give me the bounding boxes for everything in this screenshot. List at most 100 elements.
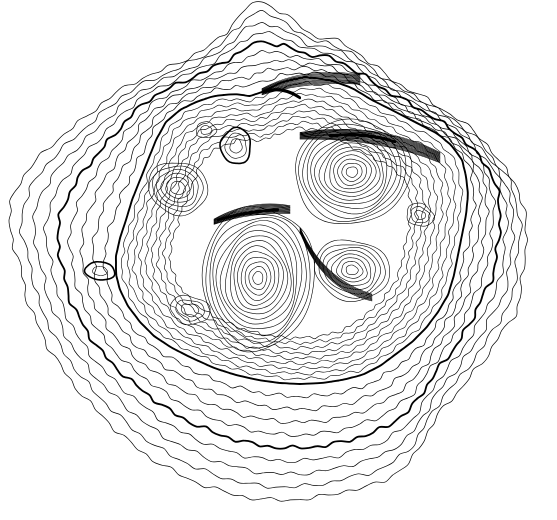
contour-line [209,217,307,343]
scarp-line [213,212,291,225]
scarp-line [299,136,441,161]
contour-line [298,123,407,223]
contour-line [168,126,413,340]
scarp-line [299,134,441,159]
scarp-line [299,130,441,155]
scarp-line [213,205,291,221]
scarp-line [213,204,291,220]
contour-line [212,220,303,336]
contour-line [240,257,276,301]
west-knob-contours [148,162,209,217]
contour-line [155,115,426,351]
contour-line [230,240,289,315]
scarp-line [299,231,373,302]
contour-line [200,125,213,135]
contour-line [337,158,367,186]
scarp-line [213,213,291,225]
scarp-line [299,228,373,297]
contour-line [219,230,294,325]
contour-line [215,224,298,329]
scarp-line [261,73,361,90]
scarp-line [299,129,441,153]
contour-line [244,261,272,296]
scarp-line [213,203,291,220]
contour-line [205,213,311,349]
contour-line [175,299,205,322]
scarp-line [261,76,361,92]
small-knob-contours [83,121,435,326]
contour-line [326,249,376,290]
contour-line [306,132,398,215]
contour-line [324,146,381,197]
scarp-crest-line [263,89,301,100]
contour-line [32,22,516,476]
scarp-line [261,83,361,96]
contour-line [295,118,413,224]
contour-line [406,202,435,227]
contour-line [331,253,372,286]
contour-line [341,163,363,182]
contour-line [152,165,204,212]
contour-line [160,172,194,203]
contour-line [224,235,292,320]
scarp-line [261,78,361,93]
scarp-line [299,131,441,156]
contour-line [318,142,384,201]
contour-line [224,132,247,159]
contour-line [92,266,108,276]
contour-line [91,66,483,412]
steep-scarp-lines [213,71,441,302]
contour-line [410,206,431,223]
contour-line [345,166,359,178]
scarp-line [261,75,361,91]
contour-line [170,181,187,195]
contour-line [165,177,191,199]
contour-line [313,239,390,302]
contour-line [196,121,218,138]
contour-line [156,168,199,207]
contour-line [102,71,477,399]
contour-line [67,50,496,437]
scarp-line [299,227,373,296]
scarp-crest-line [329,134,396,144]
index-contour-line [114,76,469,385]
scarp-crest-line [217,209,279,222]
contour-line [181,303,200,318]
scarp-line [261,74,361,91]
scarp-line [299,230,373,300]
scarp-line [261,71,361,89]
contour-line [219,126,251,165]
contour-line [79,59,490,424]
contour-line [201,206,315,353]
contour-line [229,138,243,154]
contour-line [43,31,509,464]
scarp-line [299,229,373,299]
contour-line [8,1,528,502]
contour-line [233,245,284,310]
scarp-line [299,229,373,298]
contour-line [162,120,419,345]
contour-line [248,266,268,290]
contour-line [126,87,457,376]
contour-line [131,93,451,371]
contour-line [19,10,523,489]
scarp-line [299,136,441,160]
contour-line [333,154,372,190]
outer-contours [8,1,528,502]
contour-line [169,294,211,326]
scarp-line [299,129,441,154]
contour-line [345,264,359,276]
contour-line [252,271,264,285]
contour-line [329,150,377,193]
scarp-line [261,77,361,92]
contour-line [414,209,426,220]
scarp-line [299,138,441,163]
scarp-line [213,206,291,221]
scarp-line [299,231,373,301]
contour-line [148,162,209,217]
scarp-line [299,138,441,163]
contour-line [83,260,116,281]
contour-line [237,251,280,306]
scarp-line [299,228,373,298]
